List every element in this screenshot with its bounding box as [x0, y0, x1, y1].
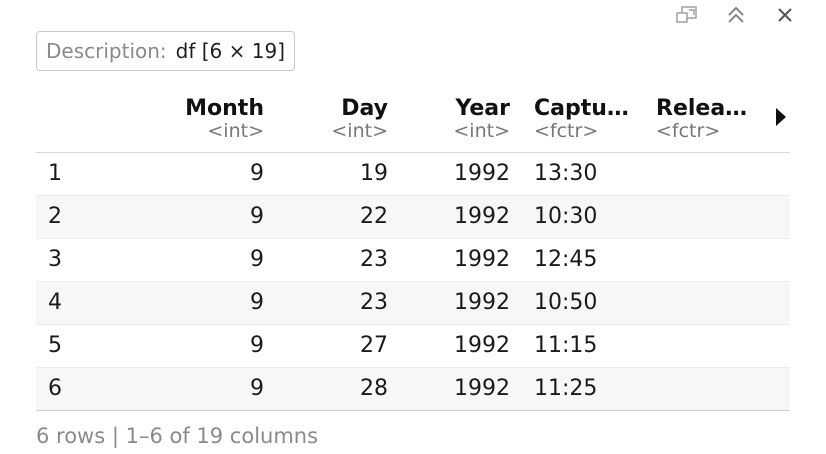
table-row: 2 9 22 1992 10:30 [36, 196, 790, 239]
description-badge: Description: df [6 × 19] [36, 31, 296, 71]
cell-year: 1992 [454, 376, 510, 401]
cell-month: 9 [250, 376, 264, 401]
table-header: Month <int> Day <int> Year <int> Captu… … [36, 96, 790, 153]
cell-day: 23 [360, 290, 388, 315]
collapse-icon[interactable] [725, 4, 747, 26]
row-index: 2 [48, 204, 62, 229]
column-header-release[interactable]: Relea… <fctr> [656, 96, 756, 152]
cell-month: 9 [250, 204, 264, 229]
column-type: <int> [331, 120, 388, 142]
table-row: 6 9 28 1992 11:25 [36, 368, 790, 411]
cell-capture: 10:30 [534, 204, 598, 229]
cell-capture: 12:45 [534, 247, 598, 272]
viewer-toolbar [676, 4, 796, 26]
table-row: 3 9 23 1992 12:45 [36, 239, 790, 282]
cell-capture: 11:25 [534, 376, 598, 401]
cell-year: 1992 [454, 161, 510, 186]
cell-year: 1992 [454, 247, 510, 272]
cell-capture: 11:15 [534, 333, 598, 358]
table-row: 5 9 27 1992 11:15 [36, 325, 790, 368]
table-row: 4 9 23 1992 10:50 [36, 282, 790, 325]
cell-day: 27 [360, 333, 388, 358]
row-index: 5 [48, 333, 62, 358]
cell-month: 9 [250, 247, 264, 272]
column-type: <fctr> [534, 120, 599, 142]
data-table: Month <int> Day <int> Year <int> Captu… … [36, 96, 790, 411]
column-name: Year [455, 96, 510, 121]
column-header-year[interactable]: Year <int> [426, 96, 510, 152]
column-name: Month [185, 96, 264, 121]
next-columns-arrow-icon[interactable] [774, 105, 788, 129]
cell-capture: 13:30 [534, 161, 598, 186]
column-type: <int> [207, 120, 264, 142]
cell-day: 22 [360, 204, 388, 229]
column-name: Day [341, 96, 388, 121]
table-summary: 6 rows | 1–6 of 19 columns [36, 424, 319, 448]
cell-day: 23 [360, 247, 388, 272]
cell-year: 1992 [454, 204, 510, 229]
cell-year: 1992 [454, 333, 510, 358]
cell-month: 9 [250, 161, 264, 186]
table-body: 1 9 19 1992 13:30 2 9 22 1992 10:30 3 9 … [36, 153, 790, 411]
column-name: Captu… [534, 96, 629, 121]
cell-day: 28 [360, 376, 388, 401]
row-index: 3 [48, 247, 62, 272]
cell-year: 1992 [454, 290, 510, 315]
row-index: 1 [48, 161, 62, 186]
cell-month: 9 [250, 290, 264, 315]
cell-capture: 10:50 [534, 290, 598, 315]
table-row: 1 9 19 1992 13:30 [36, 153, 790, 196]
column-header-month[interactable]: Month <int> [184, 96, 264, 152]
column-name: Relea… [656, 96, 748, 121]
close-icon[interactable] [774, 4, 796, 26]
cell-month: 9 [250, 333, 264, 358]
column-type: <fctr> [656, 120, 721, 142]
row-index: 6 [48, 376, 62, 401]
column-header-day[interactable]: Day <int> [304, 96, 388, 152]
cell-day: 19 [360, 161, 388, 186]
row-index: 4 [48, 290, 62, 315]
column-type: <int> [453, 120, 510, 142]
column-header-capture[interactable]: Captu… <fctr> [534, 96, 634, 152]
show-in-window-icon[interactable] [676, 4, 698, 26]
description-value: df [6 × 19] [175, 39, 286, 63]
description-label: Description: [46, 39, 167, 63]
